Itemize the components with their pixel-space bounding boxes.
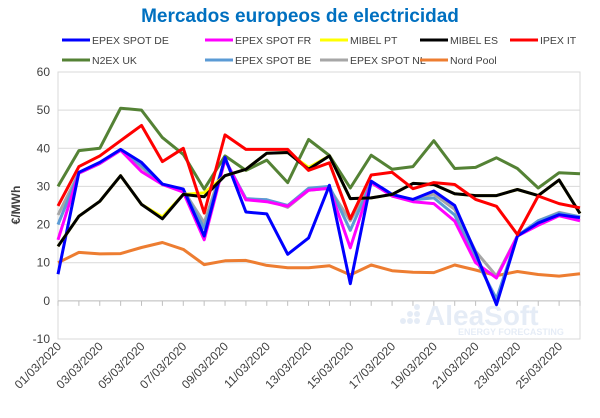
- y-tick-label: 0: [43, 294, 50, 308]
- series-line-nord-pool: [57, 241, 581, 278]
- y-tick-label: 50: [37, 103, 51, 117]
- y-tick-label: 60: [37, 65, 51, 79]
- legend-label: MIBEL ES: [450, 35, 498, 47]
- y-tick-label: 40: [37, 141, 51, 155]
- legend-label: IPEX IT: [540, 35, 577, 47]
- y-tick-label: 10: [37, 256, 51, 270]
- legend-label: EPEX SPOT BE: [235, 55, 311, 67]
- legend-label: Nord Pool: [450, 55, 497, 67]
- plot-area: [57, 71, 581, 340]
- y-tick-label: 30: [37, 179, 51, 193]
- y-tick-label: 20: [37, 218, 51, 232]
- series-line-epex-spot-fr: [56, 148, 581, 280]
- series-line-n2ex-uk: [56, 106, 581, 191]
- aleasoft-watermark: AleaSoft ENERGY FORECASTING: [400, 300, 564, 337]
- watermark-brand: AleaSoft: [425, 300, 539, 331]
- series-line-mibel-es: [56, 151, 582, 248]
- legend-label: EPEX SPOT NL: [350, 55, 426, 67]
- legend-label: EPEX SPOT DE: [92, 35, 169, 47]
- y-tick-label: -10: [33, 332, 51, 346]
- legend-label: N2EX UK: [92, 55, 137, 67]
- legend-label: EPEX SPOT FR: [235, 35, 312, 47]
- watermark-tagline: ENERGY FORECASTING: [458, 327, 564, 337]
- legend-label: MIBEL PT: [350, 35, 398, 47]
- y-axis-label: €/MWh: [9, 186, 23, 225]
- series-line-ipex-it: [56, 123, 581, 236]
- chart-title: Mercados europeos de electricidad: [141, 6, 459, 27]
- series-line-epex-spot-de: [56, 147, 581, 307]
